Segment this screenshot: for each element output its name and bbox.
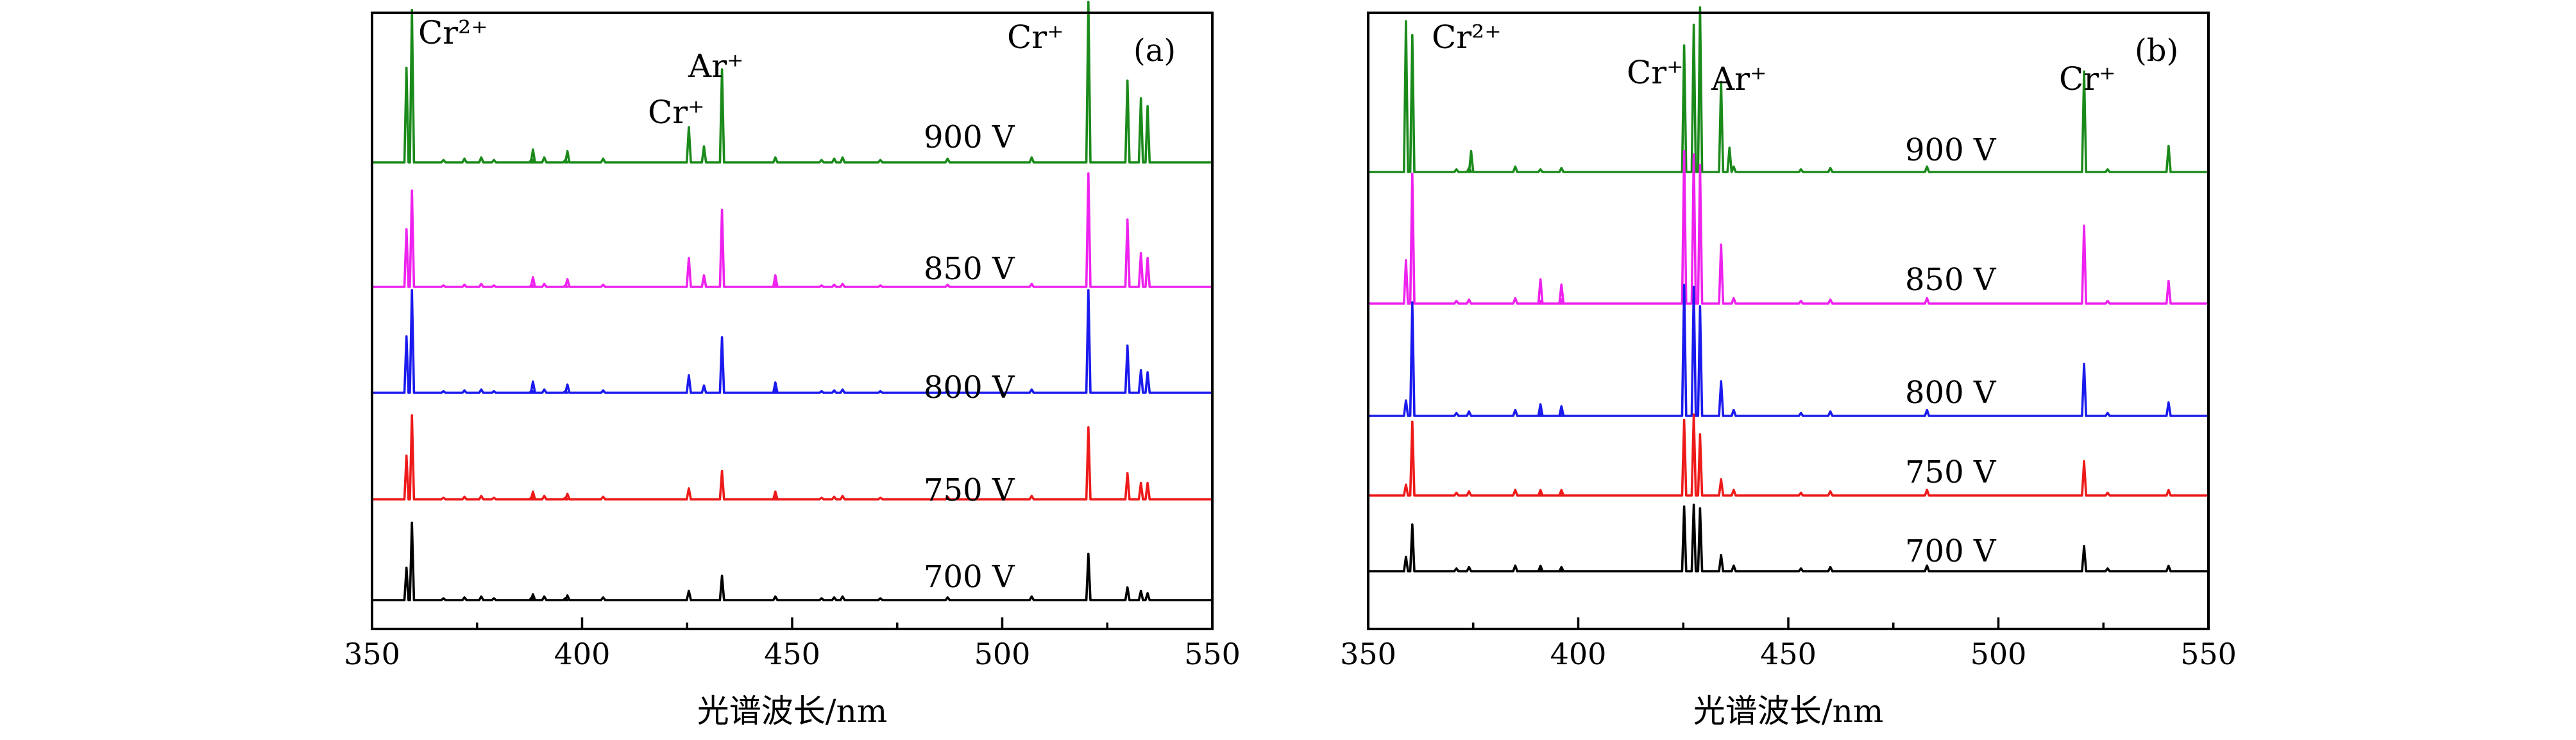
panel-a-annotation-crplus: Cr⁺: [648, 94, 705, 131]
spectrum-line-850v: [1368, 150, 2208, 305]
panel-a-x-axis-title: 光谱波长/nm: [697, 693, 887, 730]
spectrum-line-800v: [372, 289, 1212, 394]
panel-b-x-tick-label: 500: [1970, 637, 2027, 671]
panel-b-tag: (b): [2135, 33, 2178, 69]
panel-a-series-label-850v: 850 V: [924, 251, 1015, 287]
panel-a-series-label-700v: 700 V: [924, 559, 1015, 595]
panel-b-annotation-cr2plus: Cr²⁺: [1432, 19, 1502, 56]
spectrum-line-900v: [1368, 6, 2208, 173]
spectrum-line-750v: [372, 414, 1212, 501]
panel-a-annotation-cr2plus: Cr²⁺: [418, 14, 488, 51]
panel-a-annotation-crplus: Cr⁺: [1007, 19, 1064, 56]
panel-b: 350 400 450 500 550 光谱波长/nm 900 V 850 V …: [1340, 6, 2237, 730]
panel-b-x-tick-label: 450: [1760, 637, 1817, 671]
panel-a-x-tick-label: 350: [344, 637, 400, 671]
panel-b-series-label-900v: 900 V: [1905, 132, 1997, 168]
panel-b-annotation-crplus: Cr⁺: [1627, 54, 1684, 91]
panel-a-x-tick-label: 400: [554, 637, 611, 671]
panel-b-x-tick-label: 550: [2180, 637, 2237, 671]
panel-b-series-label-700v: 700 V: [1905, 533, 1997, 569]
panel-a-tag: (a): [1133, 33, 1176, 69]
panel-a-x-tick-label: 550: [1184, 637, 1241, 671]
spectrum-line-850v: [372, 172, 1212, 288]
panel-a-x-tick-label: 450: [764, 637, 820, 671]
panel-a-series-label-750v: 750 V: [924, 472, 1015, 508]
spectrum-line-700v: [372, 521, 1212, 601]
panel-a-frame: [371, 12, 1214, 630]
panel-b-annotation-arplus: Ar⁺: [1711, 60, 1767, 98]
spectrum-line-800v: [1368, 284, 2208, 417]
spectrum-line-700v: [1368, 503, 2208, 572]
panel-a-series-label-900v: 900 V: [924, 119, 1015, 155]
panel-a-annotation-arplus: Ar⁺: [688, 47, 743, 85]
panel-b-frame: [1367, 12, 2210, 630]
panel-b-series-label-850v: 850 V: [1905, 262, 1997, 298]
panel-a-x-tick-label: 500: [974, 637, 1031, 671]
spectrum-line-750v: [1368, 413, 2208, 497]
panel-b-series-label-800v: 800 V: [1905, 375, 1997, 411]
spectrum-line-900v: [372, 1, 1212, 164]
panel-a-spectra: [372, 1, 1212, 601]
panel-a-series-label-800v: 800 V: [924, 370, 1015, 406]
panel-b-spectra: [1368, 6, 2208, 572]
panel-a: 350 400 450 500 550 光谱波长/nm 900 V 850 V …: [344, 1, 1241, 730]
panel-b-x-tick-label: 400: [1550, 637, 1607, 671]
panel-b-series-label-750v: 750 V: [1905, 454, 1997, 490]
panel-b-x-tick-label: 350: [1340, 637, 1396, 671]
panel-b-x-axis-title: 光谱波长/nm: [1693, 693, 1883, 730]
panel-b-annotation-crplus: Cr⁺: [2059, 60, 2116, 98]
